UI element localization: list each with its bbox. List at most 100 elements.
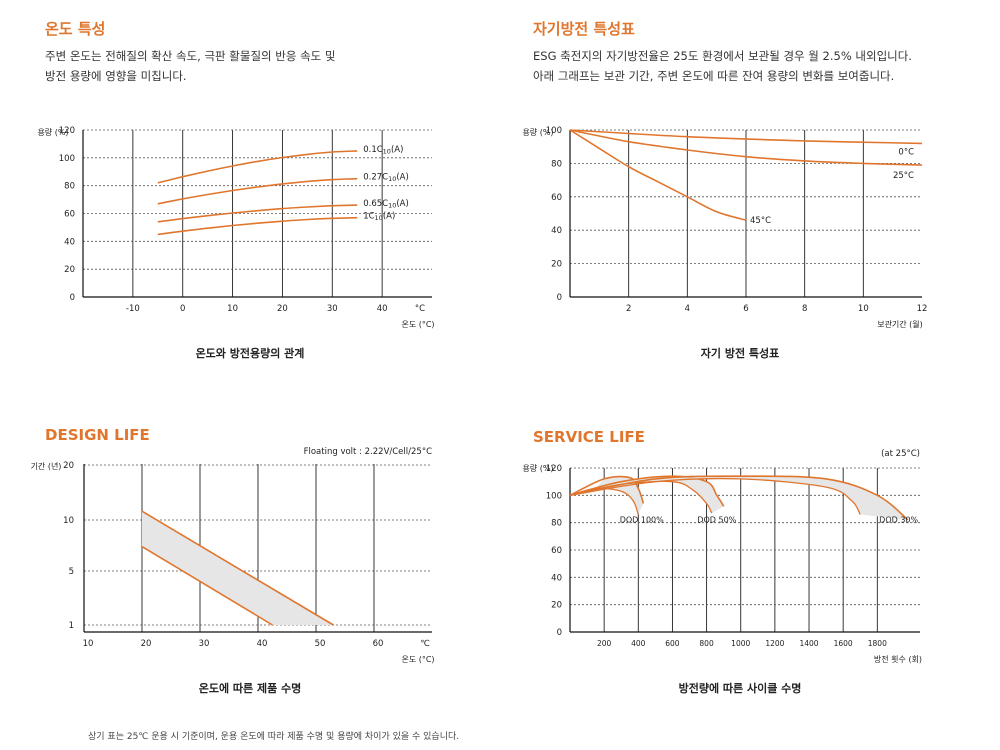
service-annotation: (at 25°C) (881, 449, 920, 459)
temp-x-unit-label: °C (415, 304, 425, 314)
design-y-tick-label: 10 (63, 516, 74, 526)
service-y-tick-label: 40 (551, 573, 562, 583)
design-annotation: Floating volt : 2.22V/Cell/25°C (304, 447, 432, 457)
design-x-tick-label: 30 (199, 639, 210, 649)
temp-x-tick-label: 40 (377, 304, 388, 314)
service-life-band (621, 476, 724, 514)
selfdis-y-tick-label: 0 (557, 293, 562, 303)
service-series-label: DOD 50% (697, 516, 736, 525)
selfdis-y-tick-label: 40 (551, 226, 562, 236)
temp-y-tick-label: 0 (70, 293, 75, 303)
temp-y-tick-label: 20 (64, 265, 75, 275)
selfdis-series-line (569, 129, 747, 221)
selfdis-series-line (569, 129, 923, 145)
service-y-tick-label: 100 (546, 491, 562, 501)
selfdis-y-tick-label: 60 (551, 193, 562, 203)
temp-series-line (157, 216, 358, 236)
design-chart-caption: 온도에 따른 제품 수명 (198, 682, 302, 695)
temp-y-tick-label: 80 (64, 182, 75, 192)
service-series-line (569, 475, 645, 504)
temp-x-tick-label: 10 (227, 304, 238, 314)
service-x-tick-label: 1800 (868, 639, 887, 648)
design-upper-line (141, 510, 334, 626)
temp-x-tick-label: 20 (277, 304, 288, 314)
temp-description-line2: 방전 용량에 영향을 미칩니다. (45, 69, 187, 83)
service-x-tick-label: 1600 (834, 639, 853, 648)
selfdis-series-label: 45°C (750, 216, 771, 226)
temp-series-label: 0.27C10(A) (363, 173, 409, 184)
service-x-tick-label: 800 (699, 639, 714, 648)
temp-series-line (157, 177, 358, 205)
temp-y-tick-label: 100 (59, 154, 75, 164)
temp-series-label: 0.65C10(A) (363, 199, 409, 210)
service-y-tick-label: 0 (557, 628, 562, 638)
selfdis-section-title: 자기방전 특성표 (533, 20, 635, 38)
design-x-tick-label: 10 (83, 639, 94, 649)
temp-series-line (157, 150, 358, 184)
selfdis-x-tick-label: 2 (626, 304, 631, 314)
service-x-tick-label: 1200 (765, 639, 784, 648)
selfdis-x-tick-label: 6 (743, 304, 748, 314)
temp-x-tick-label: -10 (126, 304, 140, 314)
temp-chart-caption: 온도와 방전용량의 관계 (195, 347, 305, 360)
service-x-tick-label: 600 (665, 639, 680, 648)
design-x-axis-label: 온도 (°C) (401, 655, 434, 664)
service-y-tick-label: 60 (551, 546, 562, 556)
selfdis-description-line2: 아래 그래프는 보관 기간, 주변 온도에 따른 잔여 용량의 변화를 보여줍니… (533, 69, 895, 83)
service-chart-caption: 방전량에 따른 사이클 수명 (678, 682, 802, 695)
service-y-axis-label: 용량 (%) (522, 463, 553, 473)
service-x-axis-label: 방전 횟수 (회) (874, 654, 922, 664)
service-x-tick-label: 400 (631, 639, 646, 648)
temp-y-tick-label: 120 (59, 126, 75, 136)
selfdis-x-tick-label: 12 (917, 304, 928, 314)
service-series-inner-line (569, 477, 861, 515)
service-y-tick-label: 80 (551, 519, 562, 529)
design-y-axis-label: 기간 (년) (31, 461, 62, 471)
temp-description-line1: 주변 온도는 전해질의 확산 속도, 극판 활물질의 반응 속도 및 (45, 49, 336, 63)
service-y-tick-label: 120 (546, 464, 562, 474)
design-y-tick-label: 1 (69, 621, 74, 631)
temp-section-title: 온도 특성 (45, 20, 106, 38)
service-life-band (655, 476, 908, 520)
temp-x-axis-label: 온도 (°C) (401, 320, 434, 329)
temp-x-tick-label: 30 (327, 304, 338, 314)
selfdis-description-line1: ESG 축전지의 자기방전율은 25도 환경에서 보관될 경우 월 2.5% 내… (533, 49, 912, 63)
selfdis-x-tick-label: 4 (685, 304, 690, 314)
design-x-tick-label: 20 (141, 639, 152, 649)
footnote: 상기 표는 25℃ 운용 시 기준이며, 운용 온도에 따라 제품 수명 및 용… (88, 732, 460, 742)
design-section-title: DESIGN LIFE (45, 426, 150, 444)
temp-series-label: 0.1C10(A) (363, 145, 403, 156)
temp-series-line (157, 204, 358, 223)
design-x-tick-label: 40 (257, 639, 268, 649)
design-x-tick-label: 50 (315, 639, 326, 649)
selfdis-x-axis-label: 보관기간 (월) (877, 319, 923, 329)
service-x-tick-label: 1000 (731, 639, 750, 648)
temp-y-tick-label: 40 (64, 237, 75, 247)
selfdis-series-line (569, 129, 923, 166)
selfdis-series-label: 0°C (898, 147, 914, 157)
design-x-tick-label: 60 (373, 639, 384, 649)
service-series-label: DOD 100% (620, 516, 664, 525)
selfdis-y-tick-label: 20 (551, 260, 562, 270)
service-series-label: DOD 30% (879, 516, 918, 525)
service-x-tick-label: 1400 (799, 639, 818, 648)
design-y-tick-label: 5 (69, 567, 74, 577)
design-x-unit-label: ℃ (420, 639, 430, 649)
service-x-tick-label: 200 (597, 639, 612, 648)
selfdis-x-tick-label: 8 (802, 304, 807, 314)
design-lower-line (141, 545, 273, 626)
temp-series-label: 1C10(A) (363, 212, 395, 223)
selfdis-y-tick-label: 100 (546, 126, 562, 136)
selfdis-series-label: 25°C (893, 171, 914, 181)
temp-y-tick-label: 60 (64, 210, 75, 220)
design-y-tick-label: 20 (63, 461, 74, 471)
service-series-line (569, 475, 909, 521)
selfdis-chart-caption: 자기 방전 특성표 (700, 347, 780, 360)
selfdis-y-tick-label: 80 (551, 159, 562, 169)
selfdis-x-tick-label: 10 (858, 304, 869, 314)
temp-x-tick-label: 0 (180, 304, 185, 314)
service-y-tick-label: 20 (551, 601, 562, 611)
temp-y-axis-label: 용량 (%) (37, 127, 68, 137)
selfdis-y-axis-label: 용량 (%) (522, 127, 553, 137)
